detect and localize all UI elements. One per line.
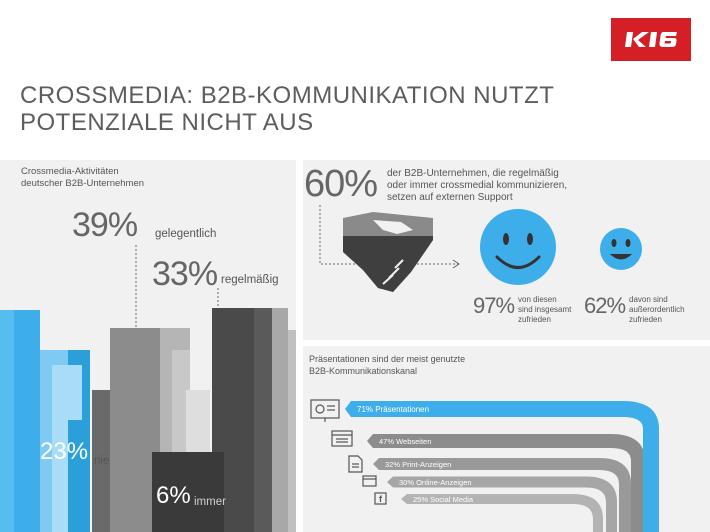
support-text-line-2: oder immer crossmedial kommunizieren,: [387, 180, 568, 191]
title-line-1: CROSSMEDIA: B2B-KOMMUNIKATION NUTZT: [20, 82, 555, 109]
stat1-text: von diesen sind insgesamt zufrieden: [518, 295, 571, 325]
chart2-title-line-2: B2B-Kommunikationskanal: [309, 366, 418, 376]
stat1-value: 97%: [473, 293, 515, 318]
document-icon: [348, 455, 363, 473]
channel-bar-5: [401, 494, 603, 532]
channel-label-5: 25% Social Media: [413, 495, 474, 504]
chart1-title: Crossmedia-Aktivitäten deutscher B2B-Unt…: [21, 166, 144, 190]
chart1-buildings: [0, 245, 296, 532]
value-immer: 6%: [156, 482, 191, 509]
channel-label-4: 30% Online-Anzeigen: [399, 478, 472, 487]
chart1-title-line-1: Crossmedia-Aktivitäten: [21, 166, 119, 177]
k16-logo: [611, 18, 691, 61]
stat2-text: davon sind außerordentlich zufrieden: [629, 295, 685, 325]
svg-text:f: f: [379, 494, 383, 504]
presentation-icon: [310, 399, 340, 422]
chart2-title-line-1: Präsentationen sind der meist genutzte: [309, 354, 466, 364]
stat1-line-2: sind insgesamt: [518, 305, 572, 314]
chart1-title-line-2: deutscher B2B-Unternehmen: [21, 178, 145, 189]
smiley-small-icon: [600, 228, 642, 270]
bar-nie: [0, 310, 90, 532]
arrow-head-icon: [452, 259, 460, 269]
stat2-line-2: außerordentlich: [629, 305, 685, 314]
support-text: der B2B-Unternehmen, die regelmäßig oder…: [387, 168, 567, 204]
stat1-line-1: von diesen: [518, 295, 557, 304]
webpage-icon: [331, 430, 353, 447]
value-regelmaessig: 33%: [152, 255, 218, 293]
channel-bar-2: [367, 434, 645, 532]
handshake-icon: [343, 212, 433, 292]
stat2-value: 62%: [584, 293, 626, 318]
chart2-title: Präsentationen sind der meist genutzte B…: [309, 353, 465, 377]
support-text-line-3: setzen auf externen Support: [387, 192, 513, 203]
label-regelmaessig: regelmäßig: [221, 274, 279, 286]
channel-label-1: 71% Präsentationen: [357, 405, 429, 414]
chart2-icons: f: [310, 399, 387, 505]
channel-bar-4: [387, 476, 617, 532]
channel-bar-1: [345, 401, 659, 532]
label-nie: nie: [94, 455, 110, 467]
value-gelegentlich: 39%: [72, 206, 138, 244]
value-nie: 23%: [40, 438, 89, 465]
channel-label-3: 32% Print-Anzeigen: [385, 460, 451, 469]
browser-ad-icon: [362, 475, 377, 487]
title-line-2: POTENZIALE NICHT AUS: [20, 109, 314, 136]
support-graphics: [319, 205, 642, 292]
channel-label-2: 47% Webseiten: [379, 437, 431, 446]
stat2-line-3: zufrieden: [629, 315, 662, 324]
page-title: CROSSMEDIA: B2B-KOMMUNIKATION NUTZT POTE…: [20, 82, 580, 136]
label-gelegentlich: gelegentlich: [155, 228, 217, 240]
facebook-icon: f: [374, 492, 387, 505]
support-value: 60%: [304, 163, 378, 205]
label-immer: immer: [194, 496, 226, 508]
channel-bar-3: [373, 458, 631, 532]
smiley-large-icon: [480, 209, 556, 285]
bar-immer: [152, 452, 224, 532]
support-text-line-1: der B2B-Unternehmen, die regelmäßig: [387, 168, 559, 179]
stat1-line-3: zufrieden: [518, 315, 551, 324]
bar-regelmaessig: [212, 308, 296, 532]
chart2-bars: 25% Social Media 30% Online-Anzeigen 32% P…: [345, 401, 659, 532]
stat2-line-1: davon sind: [629, 295, 668, 304]
